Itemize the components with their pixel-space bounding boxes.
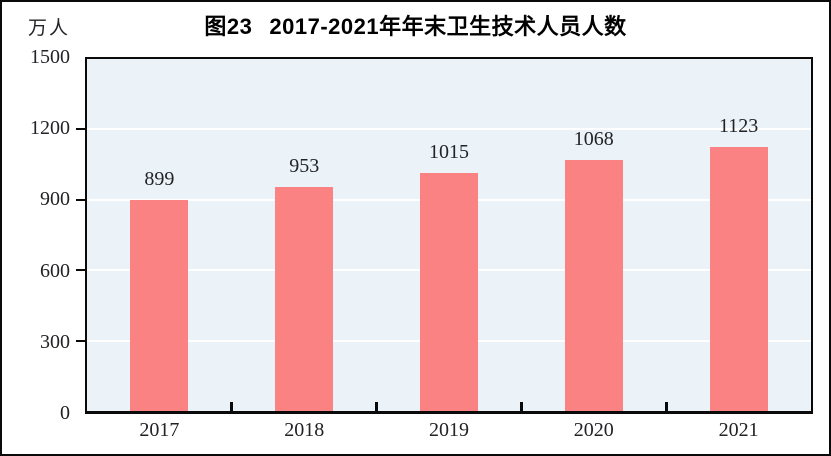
bar-value-label: 1123 — [718, 115, 759, 138]
y-tick-label: 1500 — [30, 46, 70, 68]
x-tick — [375, 402, 379, 411]
plot-area: 899 953 1015 1068 1123 — [76, 57, 813, 414]
y-axis-labels: 0 300 600 900 1200 1500 — [2, 46, 70, 424]
bar-value-label: 899 — [144, 168, 175, 191]
bar — [275, 187, 334, 411]
chart-title: 图23 2017-2021年年末卫生技术人员人数 — [2, 9, 829, 41]
chart-title-figure-number: 图23 — [204, 14, 253, 39]
y-tick — [76, 339, 85, 342]
y-axis-unit-label: 万人 — [28, 18, 71, 39]
y-tick-label: 300 — [40, 330, 70, 353]
bar — [564, 160, 623, 411]
bar-value-label: 1015 — [429, 140, 469, 163]
x-tick — [230, 402, 234, 411]
bar — [420, 172, 478, 411]
bar-value-label: 1068 — [573, 128, 614, 151]
x-tick-label: 2017 — [139, 419, 180, 441]
gridline — [87, 128, 811, 131]
y-tick-label: 600 — [40, 259, 70, 282]
x-tick-label: 2021 — [718, 419, 759, 441]
bar-value-label: 953 — [289, 155, 320, 178]
x-tick-label: 2019 — [429, 419, 469, 441]
y-tick-label: 1200 — [30, 117, 70, 140]
x-tick-label: 2020 — [573, 419, 614, 441]
x-tick — [519, 402, 523, 411]
bar — [130, 200, 189, 411]
y-tick-label: 900 — [40, 188, 70, 211]
x-tick — [664, 402, 668, 411]
y-tick-label: 0 — [60, 402, 70, 424]
x-axis-labels: 2017 2018 2019 2020 2021 — [87, 419, 811, 447]
y-tick — [76, 128, 85, 131]
bar — [709, 147, 768, 411]
x-tick-label: 2018 — [284, 419, 325, 441]
y-tick — [76, 198, 85, 201]
chart-title-text: 2017-2021年年末卫生技术人员人数 — [269, 14, 627, 39]
y-tick — [76, 269, 85, 272]
